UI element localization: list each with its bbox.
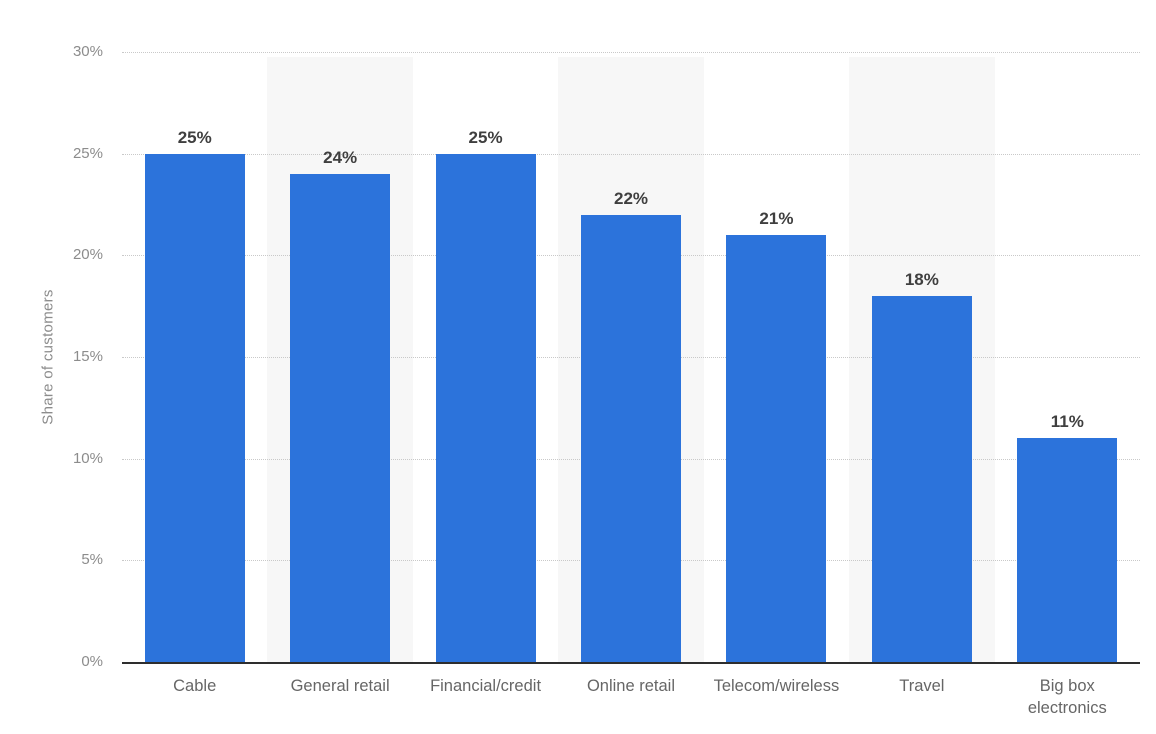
category-label-online-retail: Online retail — [586, 677, 676, 695]
bar-cable — [144, 153, 245, 662]
y-tick-15pct: 15% — [72, 348, 103, 365]
value-label-general-retail: 24% — [323, 148, 358, 167]
value-label-big-box-electronics: 11% — [1050, 412, 1084, 432]
value-label-travel: 18% — [904, 270, 939, 289]
bar-big-box-electronics — [1017, 438, 1118, 662]
value-label-cable: 25% — [177, 127, 212, 147]
category-label-general-retail: General retail — [290, 677, 390, 695]
y-tick-5pct: 5% — [81, 551, 103, 569]
bar-travel — [871, 296, 972, 662]
bar-telecom-wireless — [726, 235, 827, 662]
gridline-30pct — [122, 52, 1140, 53]
category-label-financial-credit: Financial/credit — [430, 677, 542, 695]
category-label-telecom-wireless: Telecom/wireless — [713, 677, 840, 695]
bar-financial-credit — [435, 153, 536, 662]
value-label-financial-credit: 25% — [468, 127, 503, 147]
y-tick-25pct: 25% — [72, 144, 103, 162]
y-tick-30pct: 30% — [72, 43, 103, 60]
y-tick-20pct: 20% — [72, 246, 103, 264]
y-tick-0pct: 0% — [81, 653, 103, 670]
category-label-cable: Cable — [173, 677, 217, 695]
gridline-25pct — [122, 153, 1140, 155]
value-label-telecom-wireless: 21% — [759, 209, 794, 228]
plot-area: 25% 24% 25% 22% 21% 18% 11% — [122, 52, 1140, 664]
y-tick-10pct: 10% — [72, 449, 103, 467]
category-label-big-box-electronics: Big box electronics — [1027, 677, 1107, 717]
bar-general-retail — [290, 174, 391, 662]
value-label-online-retail: 22% — [613, 188, 649, 208]
bar-online-retail — [581, 214, 681, 662]
category-label-travel: Travel — [899, 677, 945, 695]
